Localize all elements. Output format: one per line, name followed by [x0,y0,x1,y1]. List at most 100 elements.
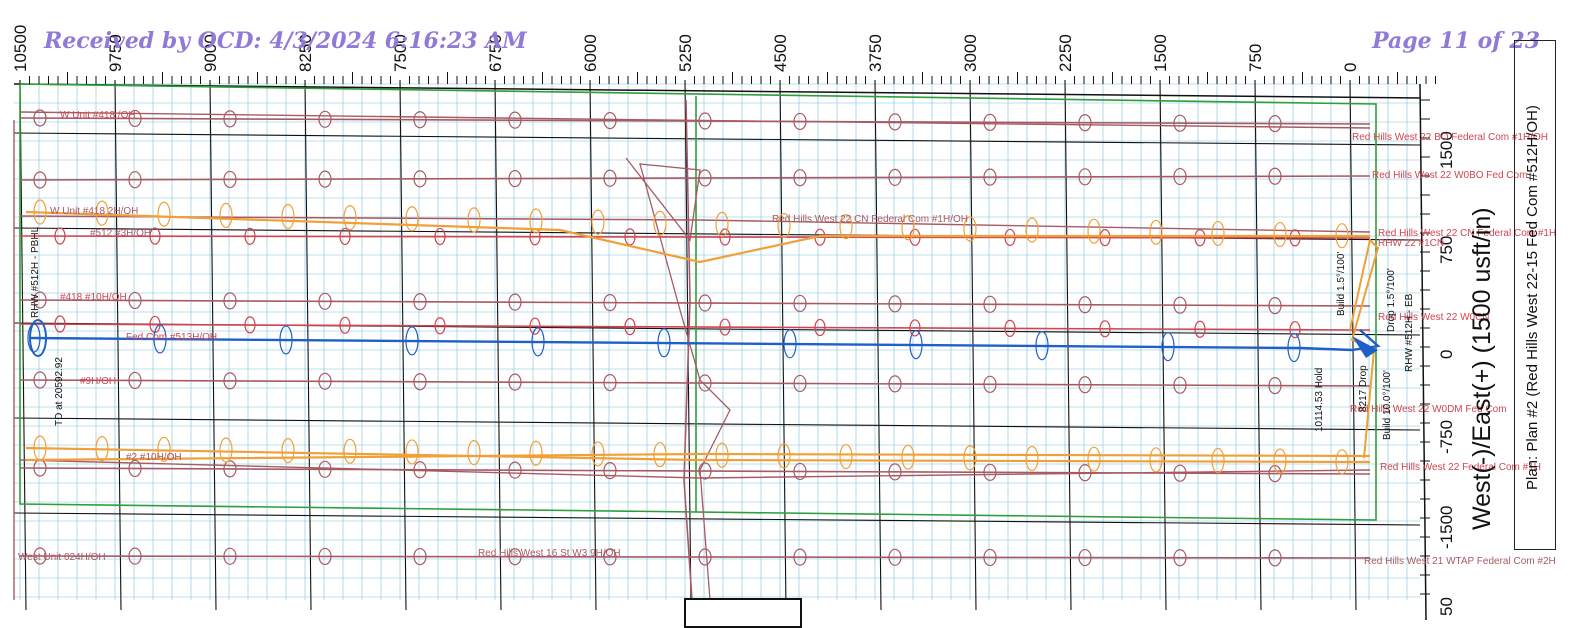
plan-well-marker [715,211,729,237]
subject-well-marker [29,319,47,357]
top-tick-label: 6000 [581,34,600,72]
offset-well-marker [529,317,541,335]
offset-well-marker [793,169,807,187]
well-label-w10: Red Hills West 21 WTAP Federal Com #2H [1364,556,1556,567]
offset-well-marker [413,461,427,479]
offset-well-marker [603,169,617,187]
offset-well-marker [698,548,712,566]
plan-well-marker [405,439,419,465]
offset-well-marker [149,227,161,245]
offset-well-marker [1099,320,1111,338]
offset-well-marker [33,291,47,309]
offset-well-marker [1194,320,1206,338]
plan-well-marker [653,210,667,236]
top-tick-label: 1500 [1151,34,1170,72]
offset-well-marker [888,295,902,313]
major-grid-v [399,79,407,611]
offset-well-marker [128,459,142,478]
right-axis-line [1419,83,1427,620]
plan-well-marker [839,214,853,240]
offset-well-marker [1173,167,1187,186]
offset-well-marker [223,372,237,390]
page-number: Page 11 of 23 [1372,28,1540,54]
offset-well-marker [719,228,731,246]
well-label-w15: Fed Com #513H/OH [126,332,217,343]
lease-line [19,83,1377,521]
top-tick-label: 2250 [1056,34,1075,72]
subject-well-marker [405,326,419,356]
major-grid-v [1254,79,1262,611]
right-tick-label: 0 [1437,350,1456,359]
offset-well-marker [318,110,332,128]
major-grid-h [13,417,1421,431]
offset-well-marker [128,109,142,128]
well-label-w12: W Unit #418 /OH [60,110,136,121]
right-tick-label: 1500 [1437,131,1456,169]
offset-well-marker [223,292,237,310]
plan-well-marker [343,205,357,231]
offset-well-marker [318,372,332,390]
offset-well-marker [318,170,332,188]
annotation-td: TD at 20592.92 [54,357,65,426]
offset-well-marker [1268,377,1282,395]
offset-well-marker [603,461,617,480]
right-tick-label: -1500 [1437,506,1456,549]
plan-well-marker [653,441,667,468]
right-tick-label: 50 [1437,597,1456,616]
plan-well-path [1349,238,1380,459]
plan-well-marker [1211,220,1225,247]
well-label-w3: Red Hills West 22 CN Federal Com #1H/OH [772,214,968,225]
well-labels: Red Hills West 22 BO Federal Com #1H/OH R… [18,110,1556,567]
offset-well-marker [508,169,522,188]
plan-well-marker [715,442,729,468]
subject-well-marker [153,324,167,354]
annotation-eb: RHW #512H - EB [1404,293,1415,372]
offset-well-path [19,555,1371,559]
offset-well-marker [223,460,237,478]
offset-well-marker [719,318,731,336]
plan-well-marker [1273,221,1287,248]
plan-well-path [25,446,1371,464]
well-label-w18: W Unit #418 2H/OH [50,206,138,217]
plan-well-marker [529,440,543,466]
plan-well-marker [1335,223,1349,249]
offset-well-marker [33,109,47,127]
subject-well-heel [1352,336,1378,358]
plan-well-marker [1149,447,1163,473]
plan-well-marker [963,216,977,242]
well-label-w9: Red Hills West 16 St W3 9H/OH [478,548,621,559]
offset-well-marker [1078,376,1092,394]
plan-well-marker [157,436,171,462]
offset-well-marker [1078,114,1092,132]
subject-well-marker [531,327,545,357]
offset-well-marker [33,171,47,189]
offset-well-marker [603,293,617,312]
subject-well-marker [1287,333,1301,363]
top-axis-line [13,83,1421,99]
right-tick-label: -750 [1437,420,1456,454]
plan-well-path [25,452,1371,462]
offset-well-marker [793,294,807,313]
offset-well-marker [624,318,636,336]
offset-well-marker [508,111,522,129]
plan-well-marker [95,200,109,226]
offset-well-marker [1194,229,1206,247]
offset-well-marker [888,168,902,187]
plan-well-marker [591,441,605,467]
offset-well-marker [698,462,712,480]
offset-well-marker [888,548,902,566]
plan-well-marker [219,437,233,463]
plan-well-marker [777,443,791,469]
plan-title: Plan: Plan #2 (Red Hills West 22-15 Fed … [1524,105,1541,490]
offset-well-marker [413,373,427,391]
major-grid-v [19,79,27,611]
offset-well-marker [1173,296,1187,314]
offset-well-marker [339,316,351,334]
offset-well-marker [1078,296,1092,314]
annotation-hold: 10114.53 Hold [1314,368,1325,432]
offset-well-marker [244,316,256,334]
well-label-w2: Red Hills West 22 W0BO Fed Com [1372,170,1527,181]
plan-well-marker [901,215,915,241]
well-label-w5: RHW 22 #1CN [1378,238,1444,249]
